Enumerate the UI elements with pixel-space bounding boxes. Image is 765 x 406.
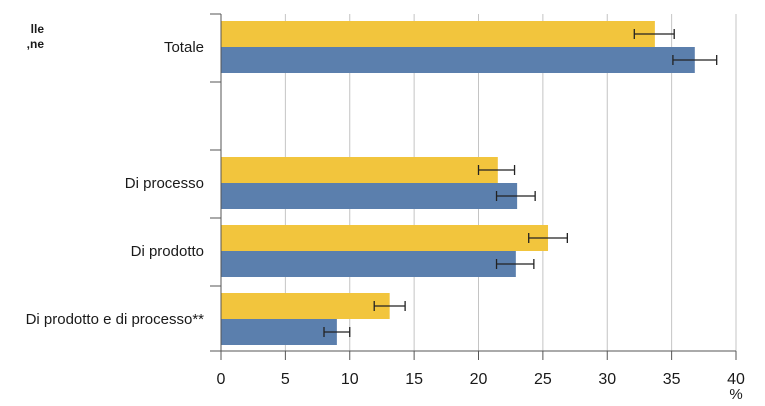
bar-series-1	[221, 225, 549, 251]
x-tick-label: 0	[217, 371, 226, 388]
bar-series-1	[221, 157, 498, 183]
bar-series-1	[221, 21, 655, 47]
bars	[221, 21, 695, 345]
cropped-text-line-1: lle	[30, 22, 44, 36]
x-tick-label: 15	[405, 371, 423, 388]
x-tick-label: 30	[598, 371, 616, 388]
category-label: Di prodotto e di processo**	[26, 311, 205, 328]
error-bars	[323, 29, 718, 337]
bar-series-1	[221, 293, 390, 319]
x-tick-label: 10	[341, 371, 359, 388]
category-label: Di prodotto	[131, 243, 204, 260]
x-tick-label: 35	[663, 371, 681, 388]
category-labels: Totale Di processo Di prodotto Di prodotto …	[26, 39, 205, 328]
axes	[210, 13, 737, 360]
x-axis-unit-label: %	[729, 386, 742, 403]
error-bar	[495, 191, 536, 201]
error-bar	[373, 301, 406, 311]
error-bar	[477, 165, 516, 175]
error-bar	[323, 327, 351, 337]
bar-series-2	[221, 183, 518, 209]
category-label: Totale	[164, 39, 204, 56]
bar-series-2	[221, 251, 516, 277]
x-tick-label: 25	[534, 371, 552, 388]
x-tick-label: 20	[470, 371, 488, 388]
x-tick-label: 40	[727, 371, 745, 388]
error-bar	[672, 55, 718, 65]
x-tick-label: 5	[281, 371, 290, 388]
error-bar	[633, 29, 675, 39]
bar-series-2	[221, 47, 695, 73]
error-bar	[495, 259, 535, 269]
x-tick-labels: 0 5 10 15 20 25 30 35 40	[217, 371, 745, 388]
error-bar	[528, 233, 568, 243]
cropped-text-line-2: ne,	[26, 37, 44, 51]
bar-series-2	[221, 319, 337, 345]
category-label: Di processo	[125, 175, 204, 192]
